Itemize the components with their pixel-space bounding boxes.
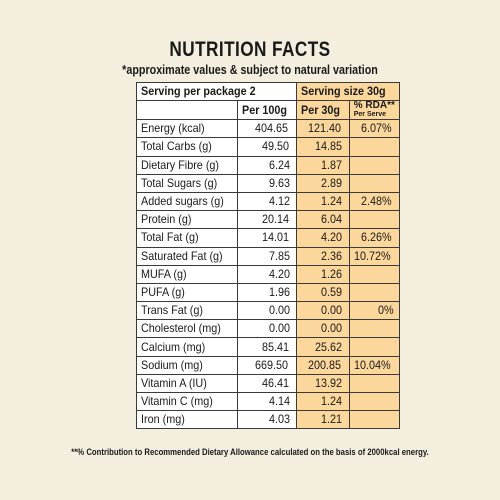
table-row: Trans Fat (g) 0.00 0.00 0% [135,301,401,321]
value-per30g: 1.87 [296,155,350,175]
table-row: Protein (g) 20.14 6.04 [135,210,401,230]
nutrient-name: Dietary Fibre (g) [135,155,239,175]
value-per100g: 4.14 [237,391,298,412]
value-per100g: 6.24 [237,155,298,175]
nutrient-name: Calcium (mg) [135,337,239,357]
table-row: Saturated Fat (g) 7.85 2.36 10.72% [135,246,401,266]
nutrient-name: Added sugars (g) [135,191,239,212]
value-per30g: 6.04 [296,210,350,230]
value-rda [348,282,401,303]
table-row: Calcium (mg) 85.41 25.62 [135,337,401,357]
value-rda [348,391,401,412]
value-rda: 2.48% [348,191,401,212]
value-per30g: 1.21 [296,410,350,430]
value-per30g: 2.89 [296,173,350,193]
nutrient-name: PUFA (g) [135,282,239,303]
table-row: Total Sugars (g) 9.63 2.89 [135,173,401,193]
value-per30g: 4.20 [296,228,350,248]
table-row: Iron (mg) 4.03 1.21 [135,410,401,430]
value-per100g: 7.85 [237,246,298,266]
value-per100g: 14.01 [237,228,298,248]
nutrient-name: Vitamin A (IU) [135,373,239,394]
column-header-rda: % RDA** Per Serve [348,100,401,121]
value-rda: 10.72% [348,246,401,266]
value-rda [348,210,401,230]
value-rda [348,155,401,175]
value-per100g: 669.50 [237,355,298,375]
nutrient-name: Total Sugars (g) [135,173,239,193]
value-per30g: 1.24 [296,391,350,412]
value-per100g: 0.00 [237,301,298,321]
value-per30g: 25.62 [296,337,350,357]
table-row: PUFA (g) 1.96 0.59 [135,282,401,303]
table-row: Sodium (mg) 669.50 200.85 10.04% [135,355,401,375]
table-row: Total Carbs (g) 49.50 14.85 [135,137,401,157]
table-row: Cholesterol (mg) 0.00 0.00 [135,319,401,339]
value-rda [348,137,401,157]
nutrient-name: Trans Fat (g) [135,301,239,321]
value-per30g: 0.00 [296,301,350,321]
nutrient-name: Total Carbs (g) [135,137,239,157]
value-per100g: 85.41 [237,337,298,357]
table-header-row: Serving per package 2 Serving size 30g [135,81,401,102]
value-per30g: 14.85 [296,137,350,157]
footnote: **% Contribution to Recommended Dietary … [71,447,429,457]
nutrient-name: Saturated Fat (g) [135,246,239,266]
nutrient-name: MUFA (g) [135,264,239,284]
table-row: Added sugars (g) 4.12 1.24 2.48% [135,191,401,212]
nutrient-name: Iron (mg) [135,410,239,430]
value-per100g: 0.00 [237,319,298,339]
nutrient-name: Sodium (mg) [135,355,239,375]
value-per100g: 49.50 [237,137,298,157]
value-per30g: 0.00 [296,319,350,339]
value-rda [348,410,401,430]
nutrient-name: Energy (kcal) [135,119,239,139]
table-row: Vitamin C (mg) 4.14 1.24 [135,391,401,412]
nutrient-name: Cholesterol (mg) [135,319,239,339]
value-per100g: 1.96 [237,282,298,303]
nutrient-name: Protein (g) [135,210,239,230]
column-header-nutrient [135,100,239,121]
value-per100g: 4.20 [237,264,298,284]
value-per100g: 404.65 [237,119,298,139]
value-rda [348,337,401,357]
value-per30g: 1.24 [296,191,350,212]
table-column-header-row: Per 100g Per 30g % RDA** Per Serve [135,100,401,121]
value-per100g: 46.41 [237,373,298,394]
table-row: Energy (kcal) 404.65 121.40 6.07% [135,119,401,139]
nutrient-name: Vitamin C (mg) [135,391,239,412]
value-rda [348,319,401,339]
value-per30g: 0.59 [296,282,350,303]
value-per30g: 200.85 [296,355,350,375]
value-rda: 0% [348,301,401,321]
value-per100g: 20.14 [237,210,298,230]
nutrition-table: Serving per package 2 Serving size 30g P… [135,81,401,430]
table-row: Total Fat (g) 14.01 4.20 6.26% [135,228,401,248]
column-header-per100g: Per 100g [237,100,298,121]
table-row: Dietary Fibre (g) 6.24 1.87 [135,155,401,175]
value-per100g: 4.12 [237,191,298,212]
value-rda [348,173,401,193]
value-rda: 6.26% [348,228,401,248]
serving-per-package: Serving per package 2 [135,81,298,102]
value-rda: 10.04% [348,355,401,375]
value-per30g: 1.26 [296,264,350,284]
value-per30g: 2.36 [296,246,350,266]
value-per100g: 4.03 [237,410,298,430]
subtitle: *approximate values & subject to natural… [122,63,378,77]
value-per30g: 121.40 [296,119,350,139]
table-row: MUFA (g) 4.20 1.26 [135,264,401,284]
nutrient-name: Total Fat (g) [135,228,239,248]
serving-size: Serving size 30g [296,81,401,102]
page-title: NUTRITION FACTS [169,38,331,61]
value-rda: 6.07% [348,119,401,139]
column-header-per30g: Per 30g [296,100,350,121]
value-rda [348,373,401,394]
value-per100g: 9.63 [237,173,298,193]
value-rda [348,264,401,284]
table-row: Vitamin A (IU) 46.41 13.92 [135,373,401,394]
value-per30g: 13.92 [296,373,350,394]
